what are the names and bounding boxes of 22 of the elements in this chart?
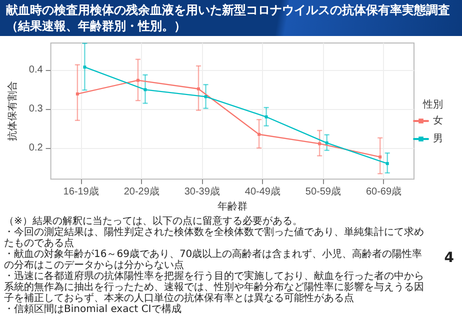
x-tick-label: 40-49歳 xyxy=(244,186,280,198)
text: ・今回の測定結果は、陽性判定された検体数を全検体数で割った値であり、単純集計にて求めたものである点 xyxy=(4,227,425,249)
legend-title: 性別 xyxy=(422,98,443,110)
chart-title: 献血時の検査用検体の残余血液を用いた新型コロナウイルスの抗体保有率実態調査（結果速報、年齢群別・性別。） xyxy=(0,0,462,36)
x-tick-label: 16-19歳 xyxy=(63,186,99,198)
y-axis-title: 抗体保有割合 xyxy=(6,81,18,142)
y-tick-label: 0.4 xyxy=(28,64,44,76)
text: ・迅速に各都道府県の抗体陽性率を把握を行う目的で実施しており、献血を行った者の中から系統的無作為に抽出を行ったため、速報では、性別や年齢分布など陽性率に影響を与えうる因子を補正しておらず、本来の人口単位の抗体保有率とは異なる可能性がある点 xyxy=(4,271,425,304)
text: （※）結果の解釈に当たっては、以下の点に留意する必要がある。 xyxy=(4,216,304,227)
text: ・献血の対象年齢が16～69歳であり、70歳以上の高齢者は含まれず、小児、高齢者の陽性率の分布はこのデータからは分からない点 xyxy=(4,249,424,271)
x-tick-label: 50-59歳 xyxy=(305,186,341,198)
x-tick-label: 30-39歳 xyxy=(184,186,220,198)
x-axis-title: 年齢群 xyxy=(217,200,248,212)
text: ・信頼区間はBinomial exact CIで構成 xyxy=(4,304,182,315)
text: 4 xyxy=(444,250,454,266)
line-series xyxy=(83,66,389,166)
y-tick-label: 0.2 xyxy=(28,142,44,154)
x-tick-label: 20-29歳 xyxy=(124,186,160,198)
x-tick-label: 60-69歳 xyxy=(366,186,402,198)
y-tick-label: 0.3 xyxy=(28,104,44,115)
legend-label: 男 xyxy=(433,134,443,144)
legend-label: 女 xyxy=(433,114,443,126)
